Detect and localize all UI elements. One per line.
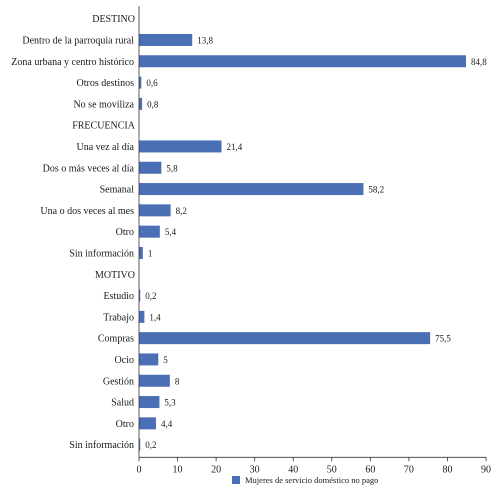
category-label: Salud <box>111 398 134 409</box>
bars-layer <box>139 33 466 451</box>
data-label: 0,2 <box>145 291 156 301</box>
x-tick-label: 30 <box>250 464 260 475</box>
category-label: Zona urbana y centro histórico <box>11 57 134 68</box>
x-tick-label: 50 <box>327 464 337 475</box>
data-label: 13,8 <box>197 35 213 45</box>
data-label: 5,8 <box>166 163 178 173</box>
bar <box>139 33 193 46</box>
category-label: Semanal <box>100 185 135 196</box>
bar <box>139 246 143 259</box>
data-label: 8 <box>175 376 180 386</box>
bar <box>139 289 141 302</box>
data-label: 5,3 <box>164 398 176 408</box>
bar <box>139 374 170 387</box>
section-title: DESTINO <box>92 14 135 25</box>
data-label: 0,2 <box>145 440 156 450</box>
bar <box>139 97 143 110</box>
legend-swatch <box>232 476 240 484</box>
bar <box>139 183 364 196</box>
data-label: 5 <box>163 355 168 365</box>
bar <box>139 310 145 323</box>
labels-layer: DESTINO Dentro de la parroquia rural 13,8 Z… <box>11 14 487 451</box>
bar <box>139 417 156 430</box>
data-label: 5,4 <box>165 227 177 237</box>
category-label: Sin información <box>69 440 134 451</box>
category-label: Una vez al día <box>77 142 135 153</box>
bar <box>139 140 222 153</box>
x-tick-label: 10 <box>173 464 183 475</box>
data-label: 1 <box>148 248 153 258</box>
x-tick-label: 80 <box>442 464 452 475</box>
category-label: Una o dos veces al mes <box>40 206 134 217</box>
x-tick-label: 90 <box>481 464 491 475</box>
data-label: 75,5 <box>435 334 451 344</box>
bar <box>139 396 160 409</box>
x-tick-label: 60 <box>365 464 375 475</box>
x-tick-label: 70 <box>404 464 414 475</box>
bar <box>139 332 431 345</box>
legend-label: Mujeres de servicio doméstico no pago <box>245 475 378 485</box>
category-label: Otros destinos <box>77 78 135 89</box>
category-label: No se moviliza <box>73 99 134 110</box>
category-label: Dos o más veces al día <box>43 163 135 174</box>
bar <box>139 76 142 89</box>
data-label: 21,4 <box>227 142 243 152</box>
x-tick-label: 0 <box>137 464 142 475</box>
category-label: Otro <box>116 419 134 430</box>
data-label: 58,2 <box>368 185 384 195</box>
bar <box>139 161 162 174</box>
x-axis: 0 10 20 30 40 50 60 70 80 90 <box>137 6 491 475</box>
legend: Mujeres de servicio doméstico no pago <box>232 475 378 485</box>
category-label: Estudio <box>103 291 134 302</box>
data-label: 1,4 <box>149 312 161 322</box>
category-label: Compras <box>98 334 134 345</box>
bar <box>139 438 141 451</box>
bar <box>139 204 171 217</box>
data-label: 4,4 <box>161 419 173 429</box>
section-title: MOTIVO <box>95 270 135 281</box>
data-label: 8,2 <box>176 206 187 216</box>
section-title: FRECUENCIA <box>72 121 136 132</box>
x-tick-label: 20 <box>211 464 221 475</box>
data-label: 0,6 <box>146 78 158 88</box>
bar <box>139 353 159 366</box>
data-label: 84,8 <box>471 57 487 67</box>
data-label: 0,8 <box>147 99 159 109</box>
category-label: Sin información <box>69 248 134 259</box>
category-label: Otro <box>116 227 134 238</box>
category-label: Gestión <box>103 376 134 387</box>
category-label: Trabajo <box>103 312 134 323</box>
category-label: Ocio <box>115 355 134 366</box>
bar <box>139 55 466 68</box>
category-label: Dentro de la parroquia rural <box>22 35 134 46</box>
x-tick-label: 40 <box>288 464 298 475</box>
bar <box>139 225 160 238</box>
